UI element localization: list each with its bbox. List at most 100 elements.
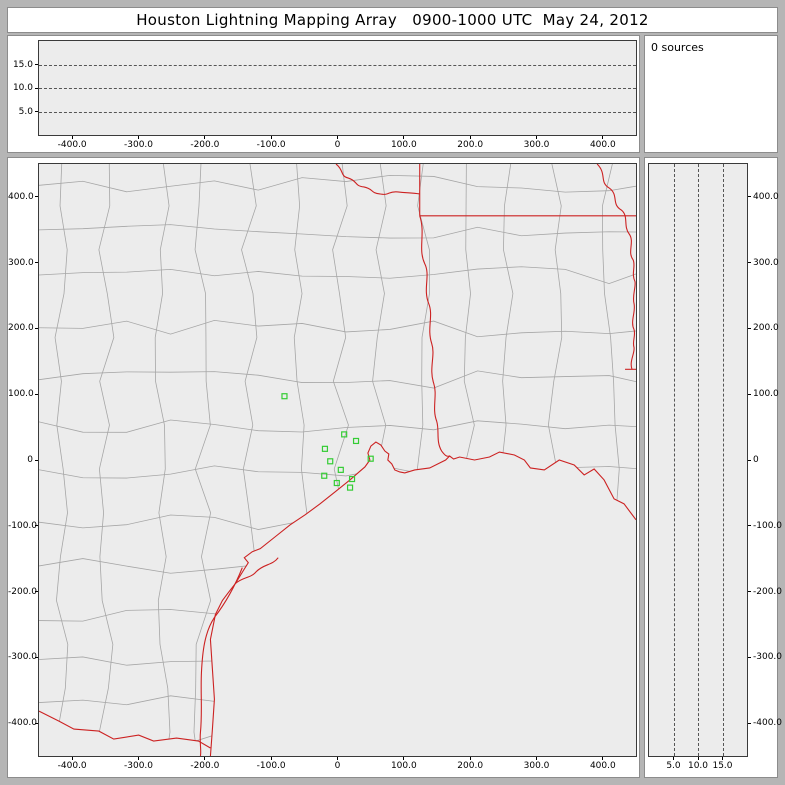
county-boundaries [39,164,636,749]
county-line [547,164,564,749]
state-border-line [209,441,636,756]
lma-station-markers [281,393,374,491]
x-axis-tick [204,757,206,760]
y-axis-tick [748,656,751,658]
lma-station-marker [341,431,348,438]
x-axis-tick-label: 100.0 [390,761,417,771]
y-axis-tick [35,656,38,658]
y-axis-tick [35,459,38,461]
map-plot-area[interactable] [38,163,637,757]
county-line [39,557,636,574]
ns-plot-area[interactable] [648,163,748,757]
lma-station-marker [337,466,344,473]
y-axis-tick-label: -400.0 [8,718,38,729]
ew-plot-area[interactable] [38,40,637,136]
x-axis-tick [138,757,139,760]
x-axis-tick-label: 100.0 [390,140,417,150]
county-line [241,164,259,749]
altitude-gridline [39,64,636,66]
x-axis-tick [536,757,537,760]
y-axis-tick [35,196,38,198]
x-axis-tick-label: 0 [334,140,341,150]
altitude-gridline [698,164,699,756]
y-axis-tick-label: 15.0 [12,59,33,70]
y-axis-tick [748,525,751,527]
county-line [54,164,69,749]
plan-view-map-panel: -400.0 -300.0 -200.0 -100.0 0 100.0 200.0 300.0… [7,157,640,778]
county-line [193,164,212,749]
x-axis-tick-label: 200.0 [457,140,484,150]
x-axis-tick-label: 200.0 [457,761,484,771]
lma-station-marker [333,479,340,487]
y-axis-tick-label: 400.0 [8,191,34,202]
x-axis-tick-label: 5.0 [666,761,681,771]
x-axis-tick-label: -400.0 [57,761,87,771]
y-axis-tick [35,262,38,264]
x-axis-tick-label: -100.0 [256,140,286,150]
x-axis-tick [270,757,272,760]
y-axis-tick [35,393,38,395]
lma-station-marker [348,475,356,483]
x-axis-tick [71,757,73,760]
county-line [39,652,636,670]
y-axis-tick-label: -200.0 [753,586,783,597]
state-border-line [39,710,211,749]
x-axis-tick-label: 300.0 [523,761,550,771]
y-axis-tick [748,327,751,329]
x-axis-tick [602,757,604,760]
lma-station-marker [346,484,354,491]
y-axis-tick [35,525,38,527]
county-line [154,164,171,749]
altitude-gridline [39,111,636,113]
y-axis-tick [748,196,751,198]
x-axis-tick-label: -400.0 [57,140,87,150]
state-border-line [199,567,243,756]
y-axis-tick [748,722,751,724]
y-axis-tick [35,327,38,329]
map-canvas[interactable] [39,164,636,756]
x-axis-tick-label: 400.0 [589,140,616,150]
y-axis-tick-label: 0 [27,455,33,465]
state-border-line [419,215,450,457]
y-axis-tick-label: 300.0 [8,257,34,268]
x-axis-tick [469,757,471,760]
county-line [39,370,636,389]
y-axis-tick-label: 10.0 [12,83,33,93]
x-axis-tick-label: 400.0 [589,761,616,771]
y-axis-tick [748,459,751,461]
x-axis-tick-label: -200.0 [190,761,220,771]
lma-station-marker [321,445,329,452]
x-axis-tick-label: 15.0 [712,761,733,771]
x-axis-tick [469,136,471,139]
county-line [290,164,308,749]
county-line [39,419,636,433]
lma-station-marker [367,455,374,462]
lma-station-marker [352,437,360,445]
county-line [332,164,349,749]
x-axis-tick-label: -300.0 [123,761,154,771]
y-axis-tick-label: -100.0 [8,520,38,531]
y-axis-tick-label: -300.0 [753,652,783,663]
x-axis-tick [71,136,73,139]
lma-station-marker [327,458,334,465]
y-axis-tick-label: 200.0 [8,323,34,334]
x-axis-tick [337,757,338,760]
x-axis-tick [536,136,537,139]
county-line [39,319,636,338]
y-axis-tick [748,591,751,593]
x-axis-tick [697,757,699,760]
x-axis-tick [270,136,272,139]
y-axis-tick-label: 0 [753,455,759,465]
x-axis-tick-label: 300.0 [523,140,550,150]
y-axis-tick-label: 300.0 [753,257,779,268]
x-axis-tick [403,757,405,760]
lma-station-marker [321,472,328,479]
y-axis-tick-label: 5.0 [18,106,33,117]
y-axis-tick [748,393,751,395]
x-axis-tick [602,136,604,139]
x-axis-tick-label: -200.0 [190,140,220,150]
y-axis-tick-label: 400.0 [753,191,779,202]
x-axis-tick [204,136,206,139]
y-axis-tick [748,262,751,264]
